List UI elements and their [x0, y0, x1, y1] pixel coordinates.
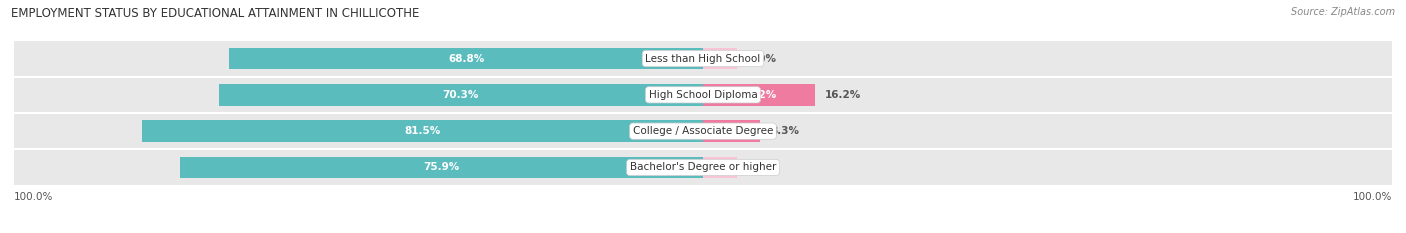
Text: 16.2%: 16.2% [825, 90, 862, 100]
Text: 16.2%: 16.2% [741, 90, 778, 100]
Bar [142, 120, 703, 142]
Text: 100.0%: 100.0% [1353, 192, 1392, 202]
Text: 68.8%: 68.8% [449, 54, 484, 64]
Text: College / Associate Degree: College / Associate Degree [633, 126, 773, 136]
Text: 0.0%: 0.0% [748, 162, 776, 172]
Text: 81.5%: 81.5% [404, 126, 440, 136]
Text: 8.3%: 8.3% [717, 126, 747, 136]
Bar [703, 157, 738, 178]
Text: 75.9%: 75.9% [423, 162, 460, 172]
Bar [219, 84, 703, 106]
Text: EMPLOYMENT STATUS BY EDUCATIONAL ATTAINMENT IN CHILLICOTHE: EMPLOYMENT STATUS BY EDUCATIONAL ATTAINM… [11, 7, 419, 20]
Bar [229, 48, 703, 69]
Text: 100.0%: 100.0% [14, 192, 53, 202]
Text: Bachelor's Degree or higher: Bachelor's Degree or higher [630, 162, 776, 172]
Text: Source: ZipAtlas.com: Source: ZipAtlas.com [1291, 7, 1395, 17]
Text: High School Diploma: High School Diploma [648, 90, 758, 100]
Bar [703, 84, 814, 106]
Bar [180, 157, 703, 178]
Bar [703, 48, 738, 69]
Bar [703, 120, 761, 142]
Bar [14, 114, 1392, 148]
Text: Less than High School: Less than High School [645, 54, 761, 64]
Bar [14, 150, 1392, 185]
Text: 70.3%: 70.3% [443, 90, 479, 100]
Bar [14, 41, 1392, 76]
Bar [14, 78, 1392, 112]
Text: 8.3%: 8.3% [770, 126, 800, 136]
Text: 0.0%: 0.0% [748, 54, 776, 64]
